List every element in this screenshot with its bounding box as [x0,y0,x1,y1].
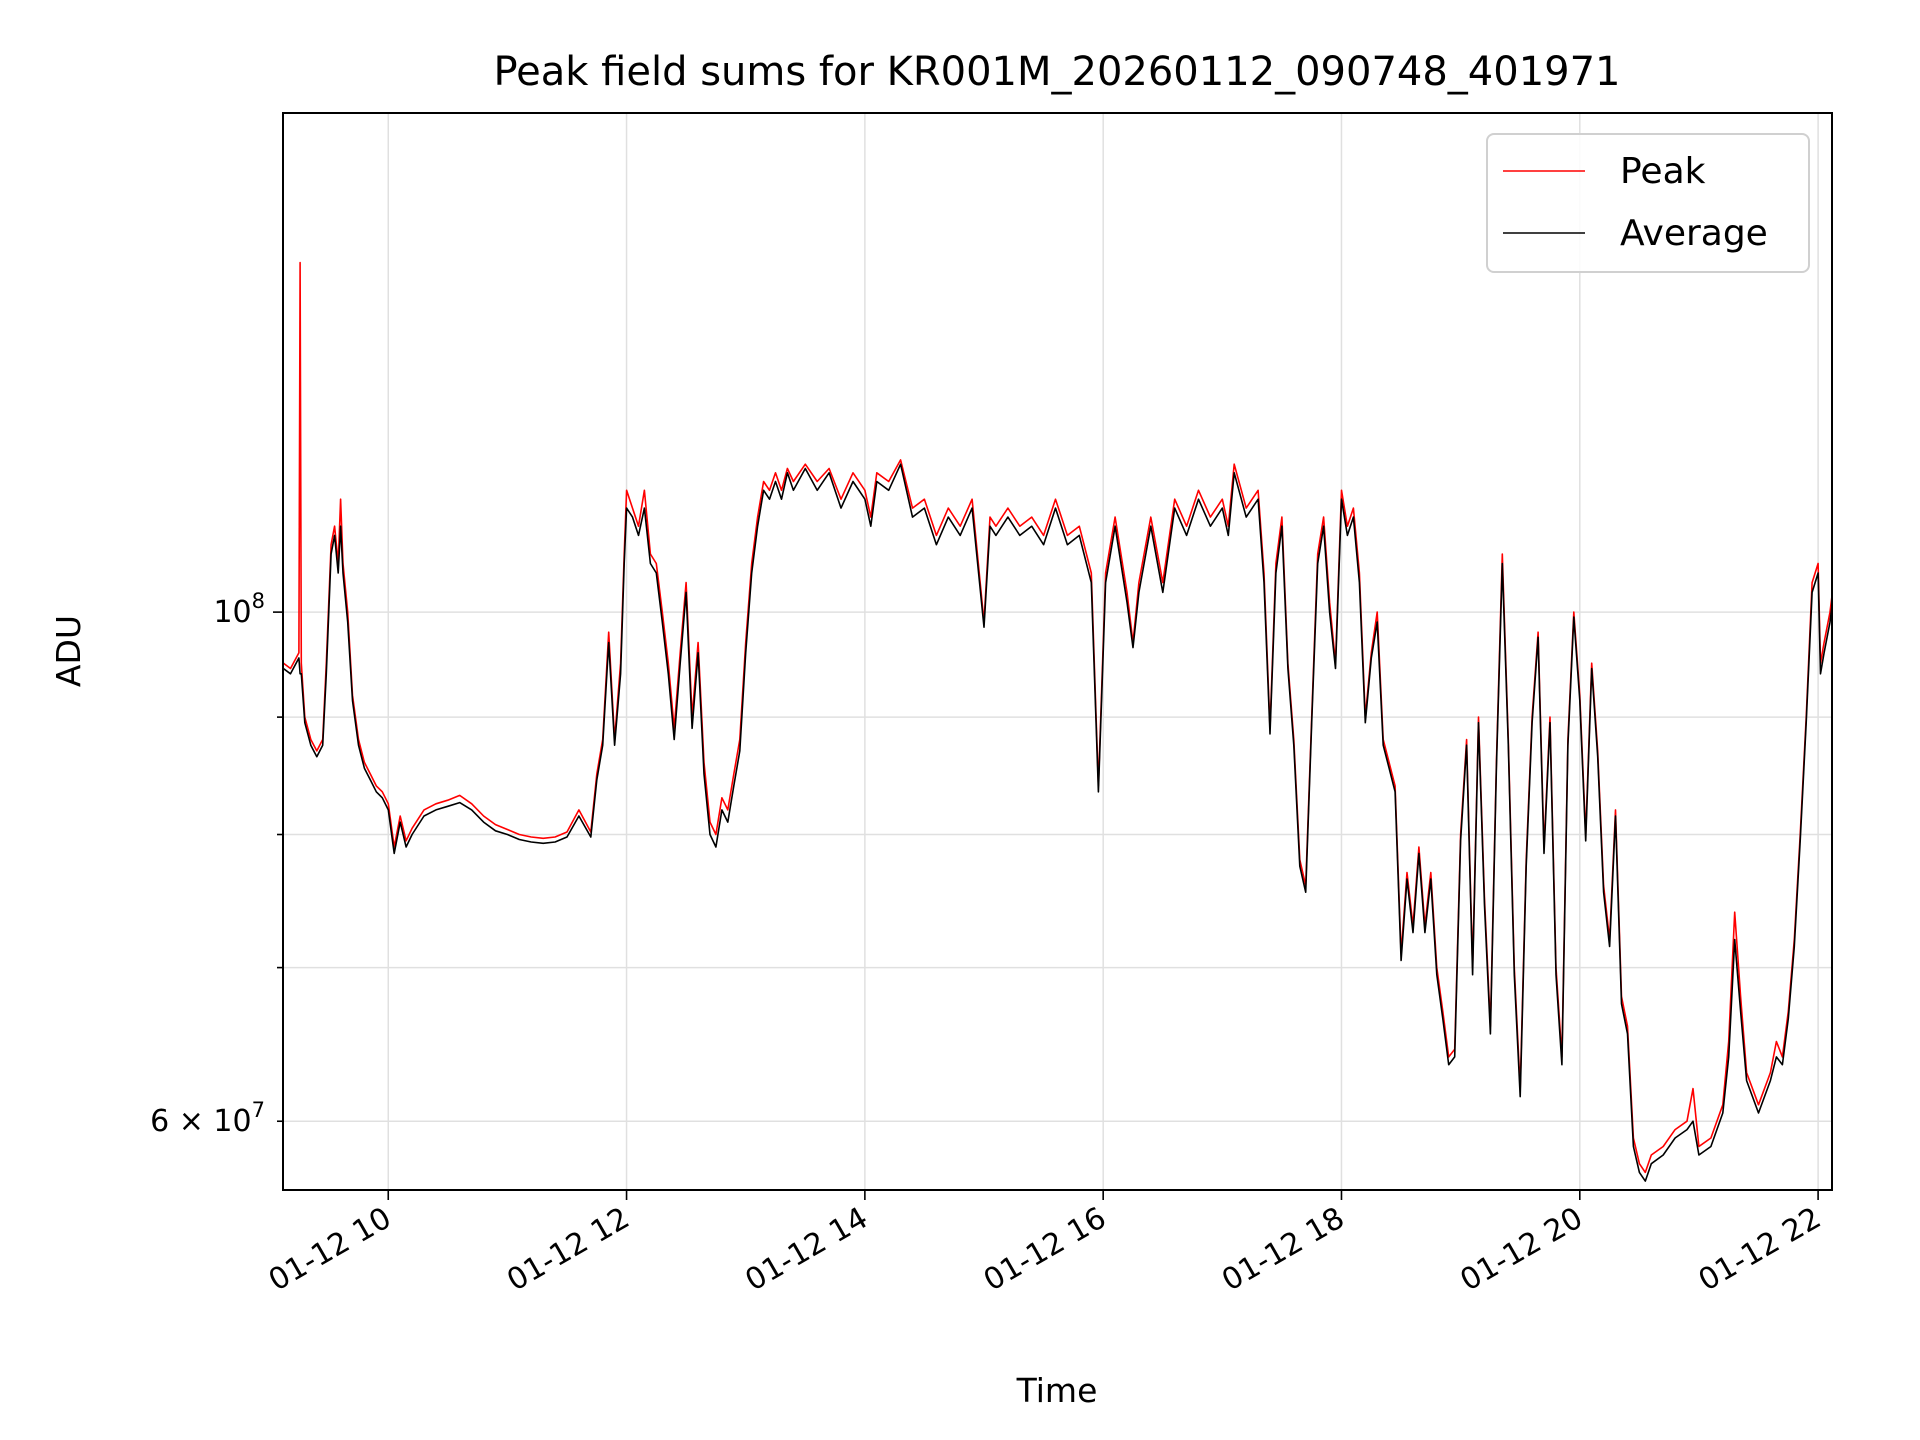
y-tick-label: 6 × 107 [150,1098,265,1139]
legend-label-average: Average [1620,213,1768,254]
legend-label-peak: Peak [1620,151,1706,192]
grid [283,113,1832,1190]
y-axis: 108 6 × 107 [150,589,283,1139]
y-tick-label: 108 [213,589,265,630]
y-axis-label: ADU [49,615,88,687]
chart-title: Peak field sums for KR001M_20260112_0907… [493,49,1620,95]
legend-box [1486,133,1810,273]
plot-frame [282,112,1833,1191]
x-axis-label: Time [1016,1371,1098,1410]
legend: Peak Average [1486,133,1810,273]
series-group [283,261,1832,1182]
series-line-average [283,463,1832,1182]
